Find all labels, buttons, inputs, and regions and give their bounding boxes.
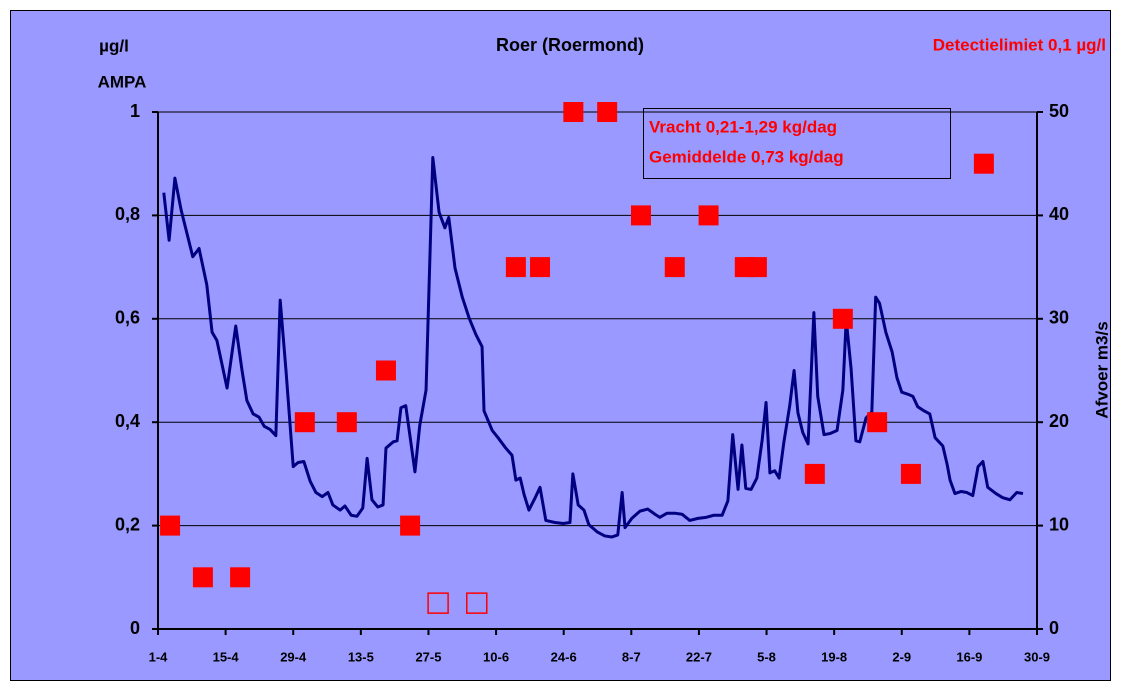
point bbox=[427, 592, 449, 614]
chart-title: Roer (Roermond) bbox=[496, 35, 644, 55]
point bbox=[597, 102, 618, 122]
y2-tick-label: 50 bbox=[1049, 101, 1069, 121]
x-tick-label: 22-7 bbox=[686, 649, 712, 664]
y2-tick-label: 10 bbox=[1049, 514, 1069, 534]
point bbox=[400, 515, 421, 536]
y2-tick-label: 30 bbox=[1049, 308, 1069, 328]
y-axis-label: AMPA bbox=[98, 72, 147, 91]
point bbox=[746, 257, 767, 278]
x-tick-label: 30-9 bbox=[1024, 649, 1050, 664]
point bbox=[664, 257, 685, 278]
y-tick-label: 1 bbox=[130, 101, 140, 121]
flow-line bbox=[162, 155, 1024, 539]
y2-tick-label: 0 bbox=[1049, 618, 1059, 638]
y-tick-label: 0 bbox=[130, 618, 140, 638]
point bbox=[563, 102, 584, 122]
point bbox=[804, 463, 825, 484]
y-tick-label: 0,2 bbox=[115, 514, 140, 534]
y-axis-label: µg/l bbox=[99, 36, 129, 55]
point bbox=[375, 360, 396, 381]
annotation: Detectielimiet 0,1 µg/l bbox=[933, 35, 1106, 54]
point bbox=[973, 153, 994, 174]
x-tick-label: 29-4 bbox=[280, 649, 307, 664]
point bbox=[336, 412, 357, 433]
point bbox=[160, 515, 181, 536]
y-tick-label: 0,8 bbox=[115, 204, 140, 224]
point bbox=[505, 257, 526, 278]
y-tick-label: 0,4 bbox=[115, 411, 140, 431]
y2-tick-label: 20 bbox=[1049, 411, 1069, 431]
point bbox=[867, 412, 888, 433]
y2-tick-label: 40 bbox=[1049, 204, 1069, 224]
annotation-box bbox=[643, 108, 951, 179]
point bbox=[630, 205, 651, 226]
point bbox=[698, 205, 719, 226]
point bbox=[530, 257, 551, 278]
chart-background bbox=[10, 10, 1111, 681]
point bbox=[466, 592, 488, 614]
x-tick-label: 10-6 bbox=[483, 649, 509, 664]
point bbox=[900, 463, 921, 484]
x-tick-label: 15-4 bbox=[213, 649, 240, 664]
x-tick-label: 2-9 bbox=[892, 649, 911, 664]
point bbox=[832, 308, 853, 329]
x-tick-label: 1-4 bbox=[149, 649, 169, 664]
point bbox=[294, 412, 315, 433]
y2-axis-label: Afvoer m3/s bbox=[1092, 321, 1111, 418]
x-tick-label: 19-8 bbox=[821, 649, 847, 664]
annotation: Vracht 0,21-1,29 kg/dag bbox=[649, 117, 837, 136]
x-tick-label: 24-6 bbox=[551, 649, 577, 664]
x-tick-label: 16-9 bbox=[956, 649, 982, 664]
x-tick-label: 8-7 bbox=[622, 649, 641, 664]
y-tick-label: 0,6 bbox=[115, 308, 140, 328]
point bbox=[230, 567, 251, 588]
point bbox=[192, 567, 213, 588]
x-tick-label: 13-5 bbox=[348, 649, 374, 664]
x-tick-label: 5-8 bbox=[757, 649, 776, 664]
annotation: Gemiddelde 0,73 kg/dag bbox=[649, 147, 844, 166]
x-tick-label: 27-5 bbox=[415, 649, 441, 664]
